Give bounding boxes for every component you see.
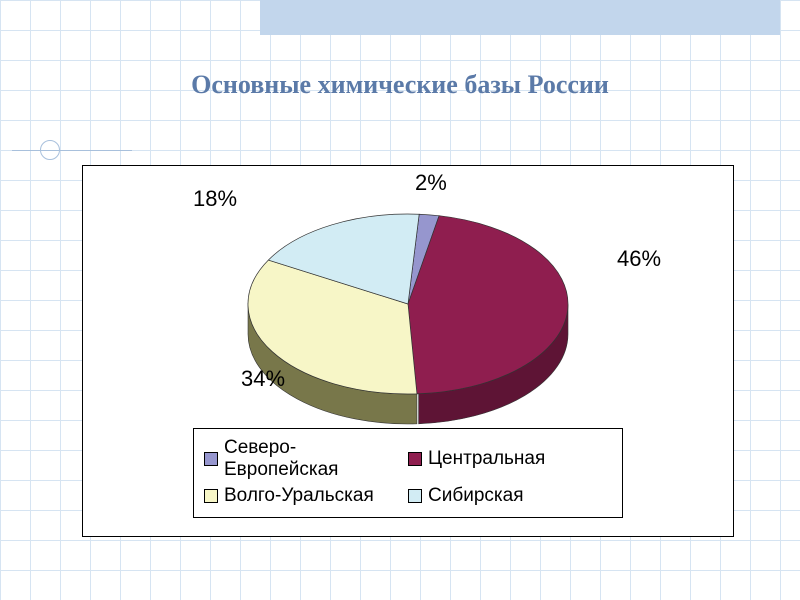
data-label: 2%	[415, 170, 447, 196]
data-label: 18%	[193, 186, 237, 212]
data-label: 34%	[241, 366, 285, 392]
legend-label: Центральная	[428, 448, 545, 470]
legend-swatch	[408, 452, 422, 466]
legend-label: Волго-Уральская	[224, 485, 374, 507]
legend-item: Центральная	[408, 435, 612, 483]
legend-swatch	[204, 452, 218, 466]
header-accent-bar	[260, 0, 780, 35]
decorative-line	[12, 150, 132, 151]
legend-swatch	[204, 489, 218, 503]
data-label: 46%	[617, 246, 661, 272]
decorative-circle	[40, 140, 60, 160]
legend-label: Сибирская	[428, 485, 523, 507]
legend-swatch	[408, 489, 422, 503]
page-title: Основные химические базы России	[0, 70, 800, 100]
pie-svg	[218, 194, 598, 434]
legend-label: Северо-Европейская	[224, 437, 408, 481]
legend: Северо-Европейская Центральная Волго-Ураль…	[193, 428, 623, 518]
legend-item: Волго-Уральская	[204, 483, 408, 509]
legend-item: Северо-Европейская	[204, 435, 408, 483]
legend-item: Сибирская	[408, 483, 612, 509]
chart-container: 2% 46% 34% 18% Северо-Европейская Центральна…	[82, 165, 734, 537]
